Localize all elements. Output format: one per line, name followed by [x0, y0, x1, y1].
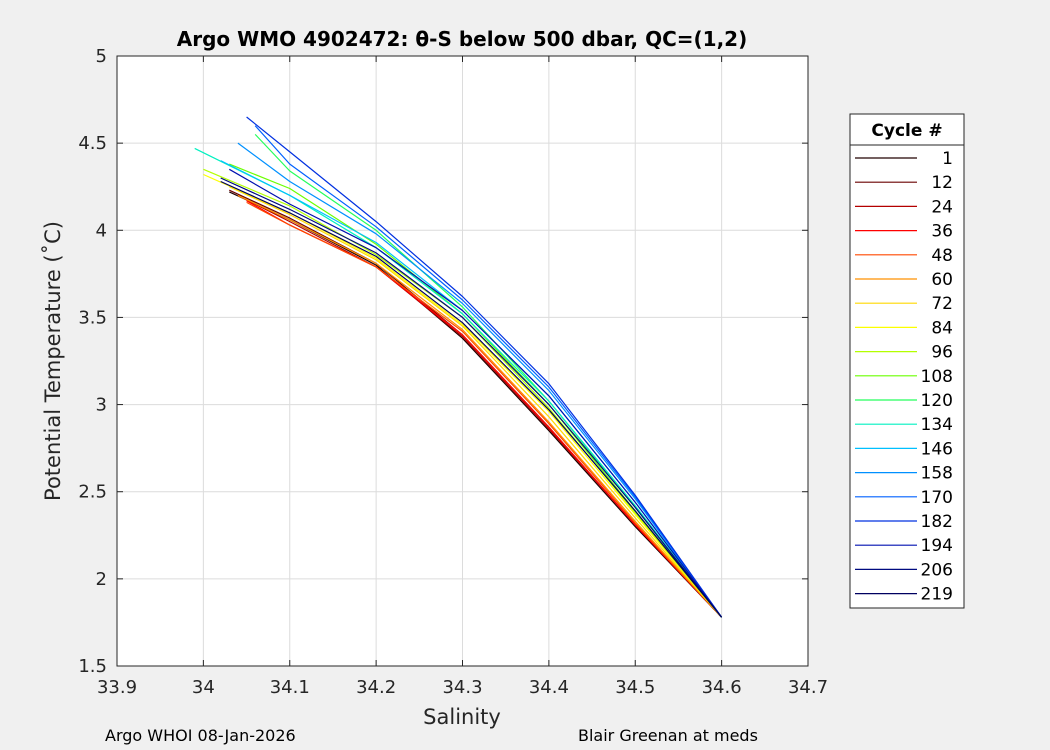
series-line-219	[220, 180, 723, 618]
legend-label: 120	[921, 391, 953, 411]
x-axis-label: Salinity	[423, 705, 501, 729]
series-line-158	[237, 142, 723, 618]
y-tick-label: 1.5	[78, 656, 107, 677]
x-tick-label: 34.1	[270, 677, 310, 698]
data-series	[194, 116, 723, 618]
legend-label: 36	[931, 222, 953, 242]
x-tick-label: 34.4	[529, 677, 569, 698]
footer-left: Argo WHOI 08-Jan-2026	[105, 726, 296, 745]
legend-label: 72	[931, 294, 953, 314]
legend-label: 60	[931, 270, 953, 290]
y-tick-label: 5	[96, 46, 107, 67]
x-tick-label: 34.7	[788, 677, 828, 698]
legend-entries: 1 12 24 36 48 60 72 84 96 108 120 134 146 158 170 182 19…	[855, 149, 953, 605]
x-tick-label: 34	[192, 677, 215, 698]
legend-label: 108	[921, 367, 953, 387]
footer-right: Blair Greenan at meds	[578, 726, 758, 745]
series-line-170	[254, 125, 723, 618]
legend-label: 182	[921, 512, 953, 532]
legend-label: 84	[931, 318, 953, 338]
series-line-60	[237, 194, 723, 618]
legend-label: 24	[931, 197, 953, 217]
legend-box	[849, 113, 965, 609]
y-tick-label: 2	[96, 569, 107, 590]
legend-label: 96	[931, 343, 953, 363]
legend-label: 48	[931, 246, 953, 266]
legend: Cycle # 1 12 24 36 48 60 72 84 96 108 120 134 146 158…	[849, 113, 965, 609]
legend-label: 158	[921, 464, 953, 484]
series-line-206	[220, 177, 723, 618]
legend-title: Cycle #	[871, 121, 942, 141]
legend-label: 134	[921, 415, 953, 435]
axis-ticks: 33.9 34 34.1 34.2 34.3 34.4 34.5 34.6 34.71.522.…	[78, 46, 828, 698]
legend-label: 206	[921, 560, 953, 580]
legend-label: 12	[931, 173, 953, 193]
series-line-182	[246, 116, 723, 618]
y-tick-label: 2.5	[78, 482, 107, 503]
y-tick-label: 3	[96, 395, 107, 416]
legend-label: 146	[921, 439, 953, 459]
y-tick-label: 3.5	[78, 307, 107, 328]
x-tick-label: 34.3	[442, 677, 482, 698]
y-tick-label: 4.5	[78, 133, 107, 154]
x-tick-label: 34.2	[356, 677, 396, 698]
y-axis-label: Potential Temperature (˚C)	[41, 221, 65, 501]
legend-label: 1	[942, 149, 953, 169]
legend-label: 219	[921, 585, 953, 605]
x-tick-label: 34.6	[702, 677, 742, 698]
series-line-48	[246, 201, 723, 618]
legend-label: 170	[921, 488, 953, 508]
legend-label: 194	[921, 536, 953, 556]
series-line-72	[229, 186, 723, 618]
x-tick-label: 34.5	[615, 677, 655, 698]
y-tick-label: 4	[96, 220, 107, 241]
x-tick-label: 33.9	[97, 677, 137, 698]
chart-title: Argo WMO 4902472: θ-S below 500 dbar, QC…	[177, 27, 747, 51]
series-line-194	[229, 168, 723, 618]
